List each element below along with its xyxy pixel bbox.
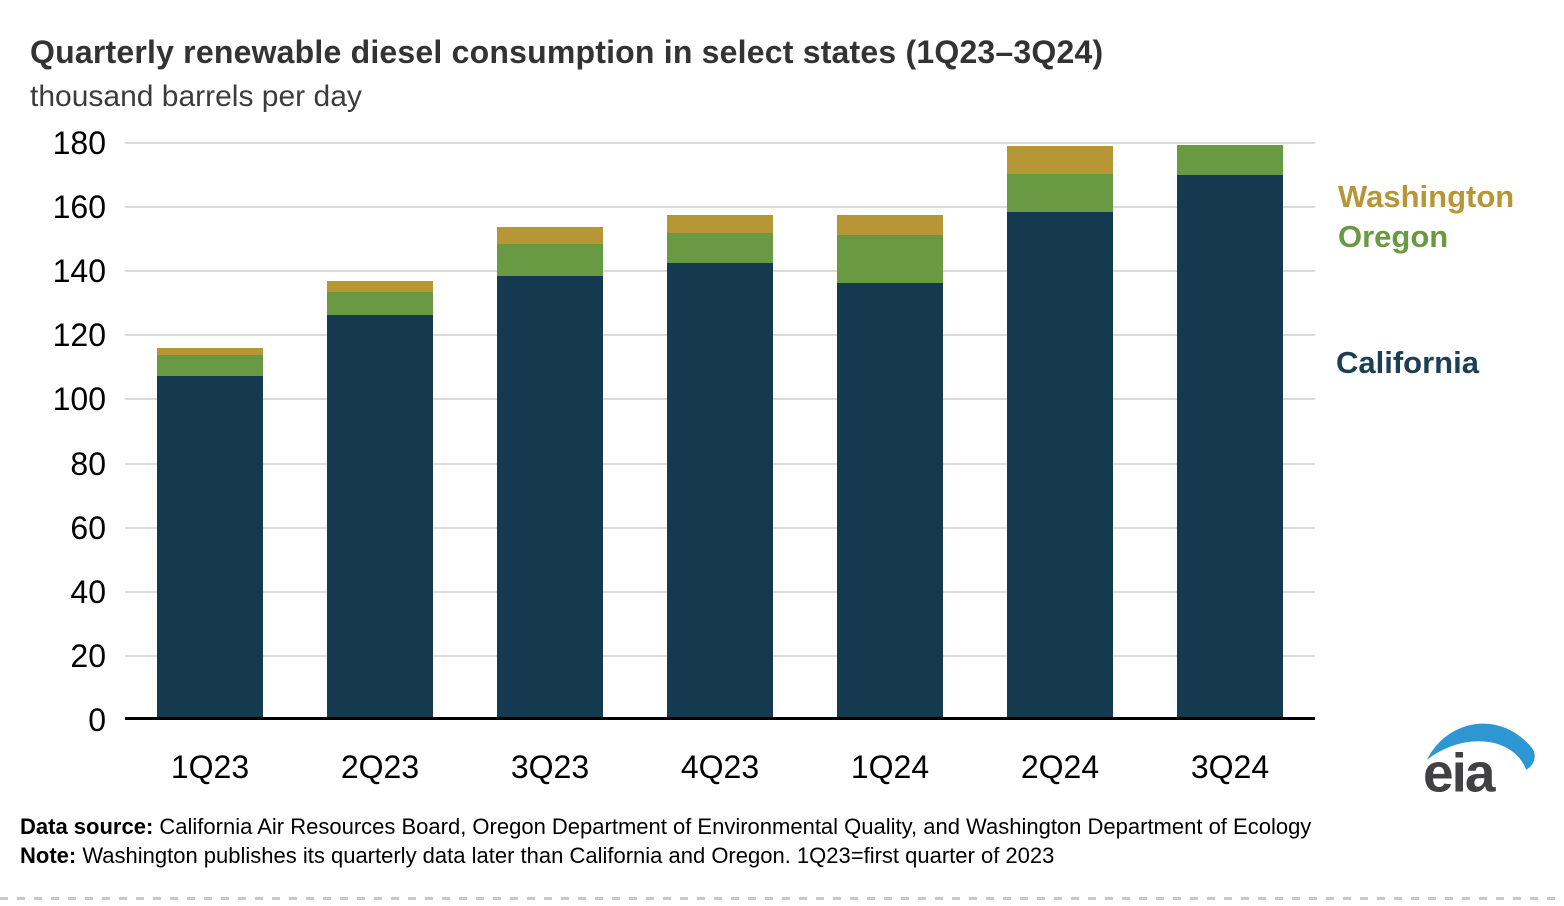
gridline-180 — [125, 142, 1315, 144]
legend-label-oregon: Oregon — [1338, 219, 1449, 254]
x-tick-label-3q24: 3Q24 — [1190, 749, 1270, 785]
bottom-dashed-divider — [0, 897, 1564, 900]
bar-segment-washington-3q23 — [497, 226, 603, 245]
y-tick-label-180: 180 — [52, 125, 106, 161]
bar-segment-california-3q24 — [1177, 175, 1283, 717]
y-tick-label-140: 140 — [52, 253, 106, 290]
bar-2q24 — [1007, 146, 1113, 717]
bar-1q24 — [837, 215, 943, 717]
data-source-line: Data source: California Air Resources Bo… — [20, 812, 1540, 841]
y-tick-label-20: 20 — [70, 637, 106, 674]
y-tick-label-100: 100 — [52, 381, 106, 418]
bar-segment-washington-4q23 — [667, 215, 773, 233]
bar-segment-california-1q24 — [837, 282, 943, 717]
y-tick-label-40: 40 — [70, 573, 106, 610]
x-tick-label-3q23: 3Q23 — [510, 749, 590, 785]
x-tick-label-4q23: 4Q23 — [680, 749, 760, 785]
bar-3q23 — [497, 226, 603, 717]
eia-logo: eia — [1423, 723, 1535, 800]
bar-segment-california-2q23 — [327, 314, 433, 717]
bar-segment-washington-1q24 — [837, 215, 943, 235]
bar-3q24 — [1177, 144, 1283, 717]
x-tick-label-1q23: 1Q23 — [170, 749, 250, 785]
plot-area — [125, 142, 1315, 720]
bar-segment-oregon-3q23 — [497, 244, 603, 277]
bar-segment-california-1q23 — [157, 375, 263, 717]
bar-segment-oregon-4q23 — [667, 232, 773, 264]
bar-2q23 — [327, 281, 433, 717]
note-label: Note: — [20, 843, 77, 868]
bar-segment-oregon-2q23 — [327, 292, 433, 315]
y-tick-label-60: 60 — [70, 509, 106, 546]
note-text: Washington publishes its quarterly data … — [76, 843, 1055, 868]
bar-4q23 — [667, 215, 773, 717]
y-tick-label-120: 120 — [52, 317, 106, 354]
eia-logo-text: eia — [1423, 741, 1496, 800]
gridline-160 — [125, 206, 1315, 209]
chart-title: Quarterly renewable diesel consumption i… — [30, 34, 1104, 70]
bar-segment-california-4q23 — [667, 263, 773, 717]
legend-label-washington: Washington — [1338, 179, 1515, 214]
bar-segment-washington-2q23 — [327, 281, 433, 293]
y-tick-label-160: 160 — [52, 189, 106, 226]
bar-segment-california-3q23 — [497, 276, 603, 717]
bar-segment-washington-2q24 — [1007, 146, 1113, 174]
data-source-text: California Air Resources Board, Oregon D… — [153, 814, 1312, 839]
x-tick-label-1q24: 1Q24 — [850, 749, 930, 785]
bar-segment-oregon-1q23 — [157, 354, 263, 376]
bar-segment-oregon-2q24 — [1007, 173, 1113, 213]
y-tick-label-80: 80 — [70, 445, 106, 482]
note-line: Note: Washington publishes its quarterly… — [20, 841, 1540, 870]
eia-logo-swoosh-icon — [1426, 723, 1535, 770]
y-tick-label-0: 0 — [88, 702, 106, 738]
bar-segment-oregon-1q24 — [837, 234, 943, 283]
bar-segment-oregon-3q24 — [1177, 144, 1283, 176]
data-source-label: Data source: — [20, 814, 154, 839]
footnotes: Data source: California Air Resources Bo… — [20, 812, 1540, 870]
chart-subtitle: thousand barrels per day — [30, 80, 362, 113]
y-axis-labels: 0 20 40 60 80 100 120 140 160 180 — [0, 0, 106, 906]
x-tick-label-2q23: 2Q23 — [340, 749, 420, 785]
x-axis-labels: 1Q23 2Q23 3Q23 4Q23 1Q24 2Q24 3Q24 — [0, 748, 1564, 792]
x-tick-label-2q24: 2Q24 — [1020, 749, 1100, 785]
bar-1q23 — [157, 348, 263, 717]
bar-segment-california-2q24 — [1007, 212, 1113, 717]
legend-label-california: California — [1336, 345, 1479, 380]
bar-segment-washington-1q23 — [157, 348, 263, 355]
